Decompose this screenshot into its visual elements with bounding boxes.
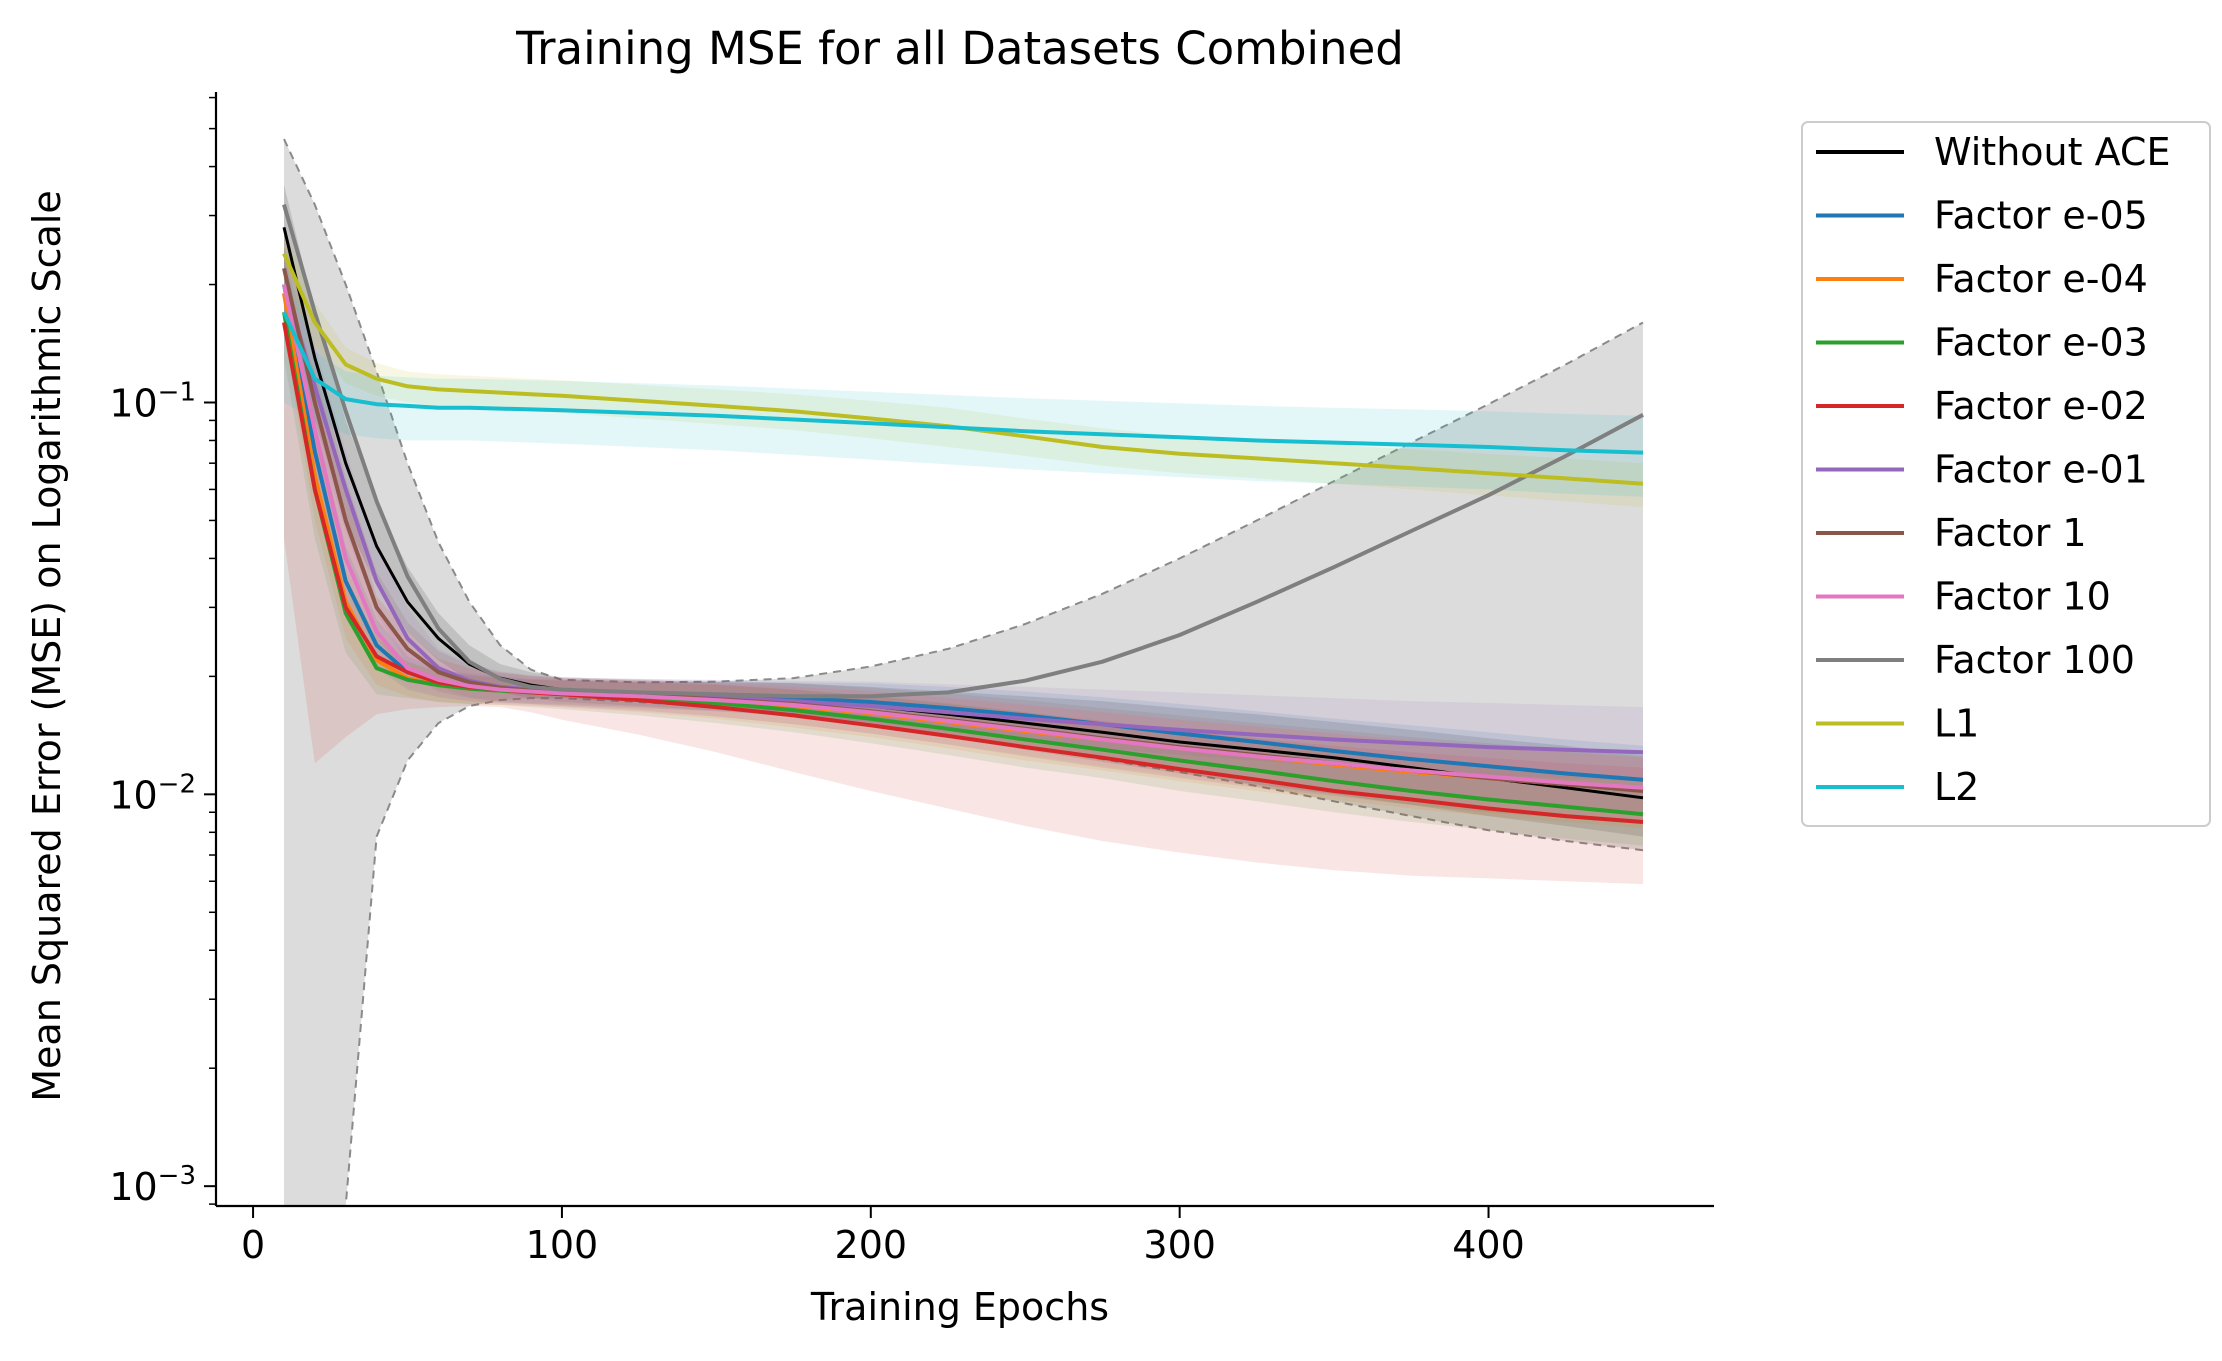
line-factor-e-02 xyxy=(282,322,1644,824)
line-l1 xyxy=(282,252,1644,486)
legend-label-l2: L2 xyxy=(1934,765,1979,809)
y-tick-label: 10−1 xyxy=(109,377,196,425)
legend: Without ACE Factor e-05 Factor e-04 Factor … xyxy=(1801,121,2211,827)
line-factor-e-01 xyxy=(282,283,1644,755)
legend-label-factor-10: Factor 10 xyxy=(1934,575,2111,619)
legend-label-factor-e-04: Factor e-04 xyxy=(1934,257,2148,301)
legend-item-without-ace: Without ACE xyxy=(1816,130,2170,174)
band-l2 xyxy=(284,260,1643,497)
band-factor-100 xyxy=(284,139,1643,1206)
legend-label-factor-e-01: Factor e-01 xyxy=(1934,448,2148,492)
y-axis-label: Mean Squared Error (MSE) on Logarithmic … xyxy=(25,190,69,1101)
band-factor-1 xyxy=(284,227,1643,825)
line-l2 xyxy=(282,311,1644,455)
legend-item-factor-e-04: Factor e-04 xyxy=(1816,257,2148,301)
band-factor-e-01 xyxy=(284,246,1643,782)
band-factor-10 xyxy=(284,246,1643,821)
legend-item-factor-100: Factor 100 xyxy=(1816,638,2135,682)
confidence-bands xyxy=(283,138,1644,1206)
band-upper-edge-factor-100 xyxy=(283,138,1644,684)
legend-item-factor-10: Factor 10 xyxy=(1816,575,2111,619)
x-tick-label: 200 xyxy=(835,1223,908,1267)
y-tick-label: 10−2 xyxy=(109,769,196,817)
legend-label-factor-e-02: Factor e-02 xyxy=(1934,384,2148,428)
legend-label-factor-1: Factor 1 xyxy=(1934,511,2087,555)
line-factor-100 xyxy=(282,204,1644,699)
legend-item-factor-e-01: Factor e-01 xyxy=(1816,448,2148,492)
legend-label-factor-100: Factor 100 xyxy=(1934,638,2135,682)
x-tick-label: 400 xyxy=(1452,1223,1525,1267)
band-without-ace xyxy=(284,184,1643,837)
legend-item-l1: L1 xyxy=(1816,702,1979,746)
band-factor-e-02 xyxy=(284,284,1643,885)
band-factor-e-05 xyxy=(284,246,1643,813)
axes: 0 100 200 300 400 10−3 10−2 10−1 xyxy=(109,92,1714,1267)
legend-label-factor-e-03: Factor e-03 xyxy=(1934,321,2148,365)
x-tick-label: 300 xyxy=(1143,1223,1216,1267)
line-factor-e-03 xyxy=(282,311,1644,817)
chart-title: Training MSE for all Datasets Combined xyxy=(515,22,1404,75)
band-factor-e-03 xyxy=(284,268,1643,846)
x-axis-label: Training Epochs xyxy=(810,1285,1109,1329)
legend-label-factor-e-05: Factor e-05 xyxy=(1934,194,2148,238)
series-lines xyxy=(282,204,1644,824)
x-tick-label: 0 xyxy=(241,1223,265,1267)
y-tick-label: 10−3 xyxy=(109,1161,196,1209)
legend-item-factor-e-03: Factor e-03 xyxy=(1816,321,2148,365)
legend-label-without-ace: Without ACE xyxy=(1934,130,2170,174)
legend-item-l2: L2 xyxy=(1816,765,1979,809)
legend-label-l1: L1 xyxy=(1934,702,1979,746)
legend-item-factor-e-05: Factor e-05 xyxy=(1816,194,2148,238)
band-l1 xyxy=(284,227,1643,508)
line-factor-10 xyxy=(282,284,1644,790)
band-factor-e-04 xyxy=(284,253,1643,829)
legend-item-factor-e-02: Factor e-02 xyxy=(1816,384,2148,428)
legend-item-factor-1: Factor 1 xyxy=(1816,511,2087,555)
legend-frame xyxy=(1801,121,2211,827)
x-tick-label: 100 xyxy=(526,1223,599,1267)
